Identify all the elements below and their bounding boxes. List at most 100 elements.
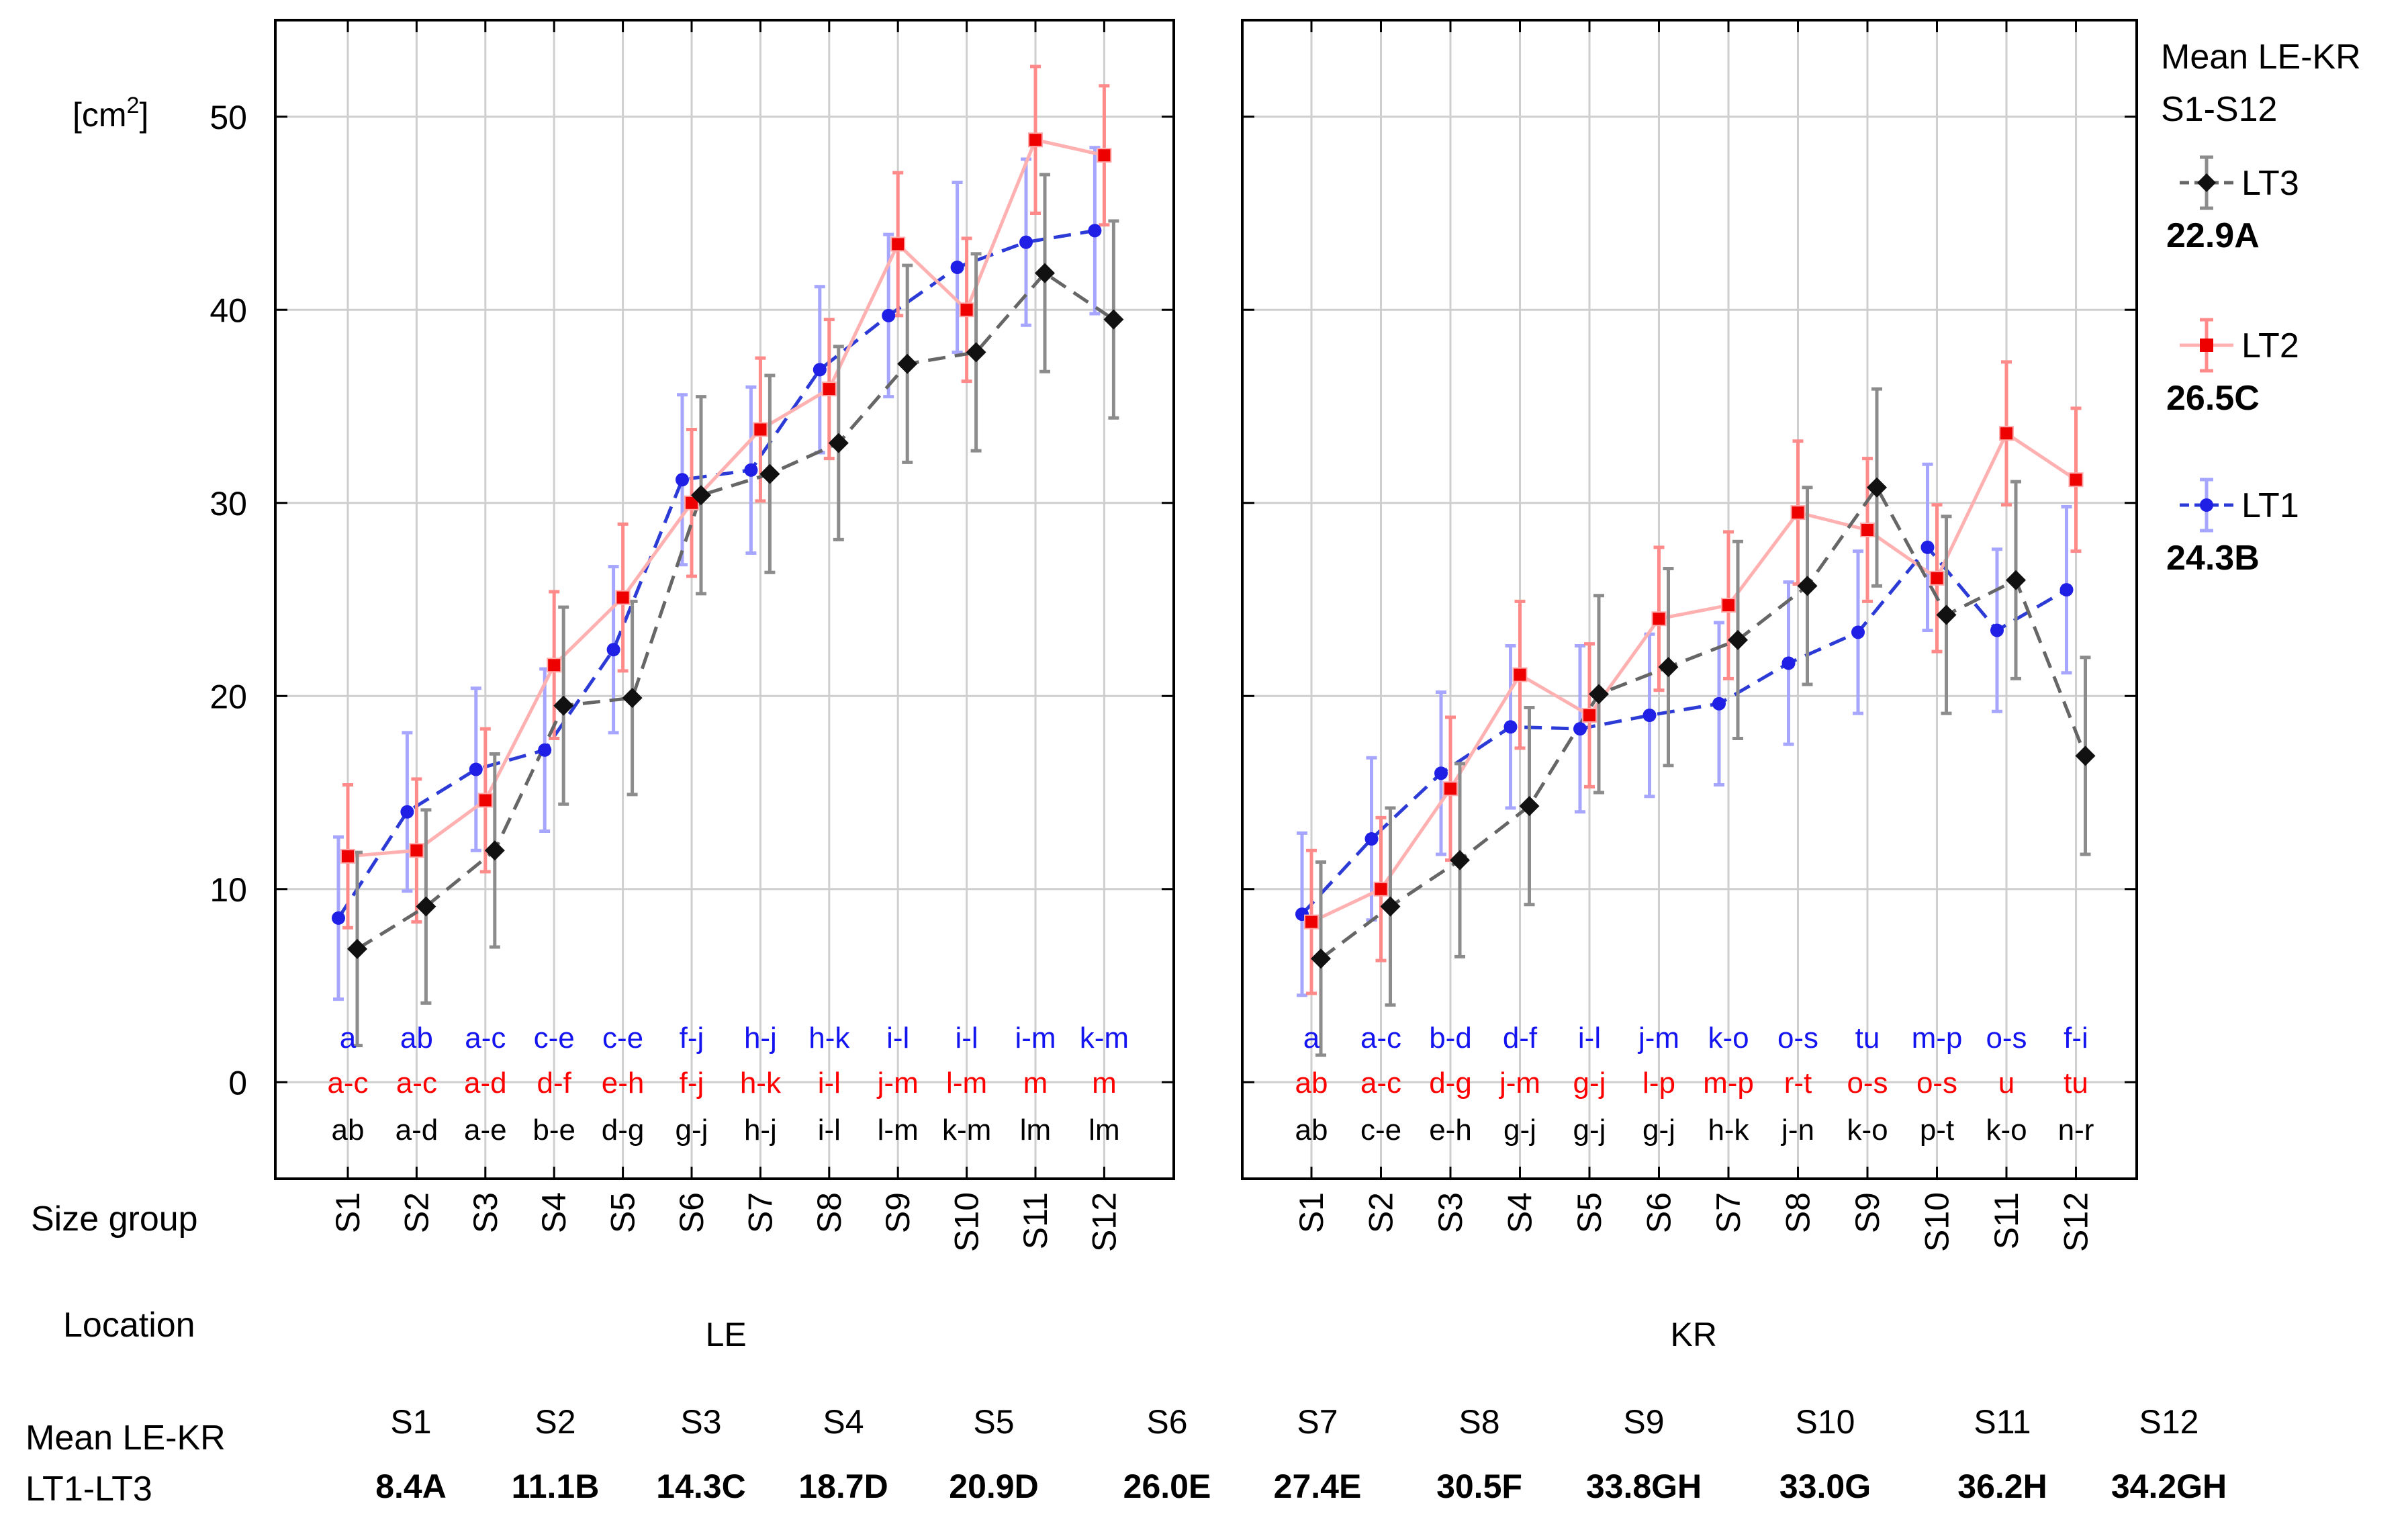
location-row-label: Location <box>63 1306 195 1345</box>
data-point <box>2006 570 2026 590</box>
significance-letter: g-j <box>1573 1114 1606 1147</box>
significance-letter: h-j <box>744 1114 777 1147</box>
legend-series-mean: 24.3B <box>2166 539 2260 578</box>
size-group-mean-value: 14.3C <box>656 1468 745 1505</box>
significance-letter: i-l <box>886 1022 909 1054</box>
data-point <box>606 643 620 657</box>
data-point <box>1651 611 1667 627</box>
significance-letter: m <box>1023 1067 1048 1099</box>
significance-letter: k-o <box>1986 1114 2027 1147</box>
size-group-mean-value: 26.0E <box>1123 1468 1211 1505</box>
mean-row-label-line2: LT1-LT3 <box>26 1470 152 1509</box>
data-point <box>400 805 414 819</box>
significance-letter: p-t <box>1920 1114 1954 1147</box>
significance-letter: h-k <box>808 1022 850 1054</box>
location-label: LE <box>706 1316 747 1353</box>
size-group-mean-value: 20.9D <box>949 1468 1038 1505</box>
significance-letter: c-e <box>1360 1114 1401 1147</box>
legend-entry-lt2: LT2 26.5C <box>2166 318 2299 418</box>
significance-letter: d-g <box>602 1114 645 1147</box>
x-tick-label: S12 <box>2057 1192 2095 1252</box>
significance-letter: a-c <box>1360 1022 1401 1054</box>
significance-letter: n-r <box>2058 1114 2094 1147</box>
data-point <box>1450 850 1470 870</box>
significance-letter: ab <box>332 1114 365 1147</box>
data-point <box>759 463 780 484</box>
x-tick-label: S2 <box>1362 1192 1400 1233</box>
legend-series-mean: 22.9A <box>2166 216 2260 255</box>
data-point <box>1990 623 2004 637</box>
significance-letter: l-p <box>1642 1067 1675 1099</box>
data-point <box>409 843 424 858</box>
significance-letter: a-c <box>396 1067 437 1099</box>
y-tick-label: 20 <box>210 678 247 715</box>
significance-letter: b-d <box>1429 1022 1472 1054</box>
x-tick-label: S2 <box>398 1192 435 1233</box>
data-point <box>332 911 345 925</box>
data-point <box>547 658 562 673</box>
x-tick-label: S3 <box>467 1192 504 1233</box>
data-point <box>2068 472 2084 488</box>
size-group-mean-group: S4 <box>823 1403 864 1441</box>
size-group-mean-value: 33.0G <box>1779 1468 1871 1505</box>
data-point <box>1035 263 1055 283</box>
significance-letter: e-h <box>1429 1114 1472 1147</box>
size-group-label: Size group <box>31 1200 198 1239</box>
x-tick-label: S11 <box>1017 1192 1054 1249</box>
data-point <box>959 302 974 318</box>
data-point <box>1088 224 1102 238</box>
significance-letter: j-m <box>1637 1022 1679 1054</box>
y-tick-label: 40 <box>210 291 247 329</box>
legend: Mean LE-KR S1-S12 LT3 22.9A LT2 26.5C LT1 24.3B <box>2161 38 2361 578</box>
significance-letter: g-j <box>1503 1114 1536 1147</box>
data-point <box>1380 896 1401 917</box>
data-point <box>2075 746 2096 766</box>
significance-letter: a-c <box>465 1022 506 1054</box>
significance-letter: o-s <box>1847 1067 1888 1099</box>
data-point <box>553 695 574 716</box>
legend-marker-square <box>2200 339 2213 352</box>
data-point <box>1929 570 1945 586</box>
legend-series-mean: 26.5C <box>2166 379 2260 418</box>
data-point <box>890 236 906 252</box>
legend-title-line2: S1-S12 <box>2161 90 2277 129</box>
mean-row-label-line1: Mean LE-KR <box>26 1419 226 1457</box>
data-point <box>1790 505 1806 521</box>
significance-letter: r-t <box>1784 1067 1812 1099</box>
x-tick-label: S9 <box>879 1192 917 1233</box>
x-tick-label: S1 <box>1293 1192 1330 1233</box>
series-line <box>356 271 1115 951</box>
data-point <box>1920 540 1935 554</box>
significance-letter: g-j <box>1573 1067 1606 1099</box>
data-point <box>813 363 827 377</box>
data-point <box>1512 667 1528 682</box>
x-tick-label: S3 <box>1432 1192 1469 1233</box>
data-point <box>477 793 493 808</box>
x-tick-label: S11 <box>1988 1192 2025 1249</box>
size-group-mean-group: S3 <box>680 1403 721 1441</box>
legend-series-name: LT1 <box>2241 486 2299 525</box>
size-group-mean-group: S10 <box>1796 1403 1855 1441</box>
data-point <box>1658 657 1679 678</box>
significance-letter: m-p <box>1703 1067 1754 1099</box>
x-tick-label: S12 <box>1085 1192 1123 1252</box>
significance-letter: l-m <box>878 1114 919 1147</box>
data-point <box>1103 309 1124 330</box>
significance-letter: h-k <box>1708 1114 1749 1147</box>
significance-letter: k-o <box>1708 1022 1749 1054</box>
y-tick-label: 50 <box>210 99 247 136</box>
significance-letter: lm <box>1020 1114 1051 1147</box>
significance-letter: a-e <box>464 1114 507 1147</box>
significance-letter: g-j <box>1642 1114 1675 1147</box>
size-group-mean-value: 11.1B <box>512 1468 600 1505</box>
x-tick-label: S8 <box>1779 1192 1817 1233</box>
significance-letter: k-m <box>1080 1022 1129 1054</box>
size-group-mean-value: 33.8GH <box>1586 1468 1702 1505</box>
x-tick-label: S6 <box>673 1192 710 1233</box>
significance-letter: ab <box>1295 1067 1328 1099</box>
data-point <box>1019 235 1033 249</box>
series-line <box>347 138 1105 858</box>
data-point <box>340 848 355 864</box>
x-tick-label: S5 <box>604 1192 642 1233</box>
